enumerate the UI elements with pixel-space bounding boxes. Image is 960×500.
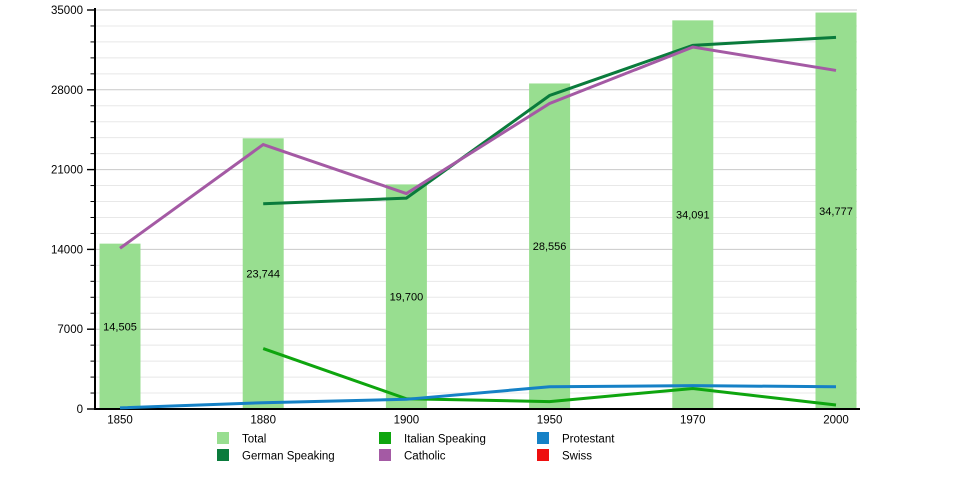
- y-axis-label-21000: 21000: [51, 165, 83, 177]
- legend-swatch-catholic: [379, 449, 391, 461]
- y-axis-label-28000: 28000: [51, 85, 83, 97]
- bar-value-label-1950: 28,556: [533, 241, 567, 253]
- x-axis-label-1850: 1850: [107, 415, 133, 427]
- y-axis-label-14000: 14000: [51, 244, 83, 256]
- bar-1970: [672, 20, 714, 409]
- legend-swatch-protestant: [537, 432, 549, 444]
- x-axis-label-1880: 1880: [250, 415, 276, 427]
- bar-value-label-1900: 19,700: [390, 292, 424, 304]
- line-catholic: [119, 45, 837, 250]
- line-german-speaking: [263, 35, 837, 206]
- legend-label-catholic: Catholic: [404, 451, 446, 463]
- legend-label-total: Total: [242, 434, 266, 446]
- bar-1900: [385, 184, 427, 409]
- bar-1950: [529, 83, 571, 409]
- line-protestant: [119, 384, 837, 410]
- legend-swatch-swiss: [537, 449, 549, 461]
- bar-1880: [242, 138, 284, 409]
- line-italian-speaking: [262, 347, 837, 407]
- legend-label-italian-speaking: Italian Speaking: [404, 434, 486, 446]
- x-axis-label-1900: 1900: [394, 415, 420, 427]
- x-axis-label-2000: 2000: [823, 415, 849, 427]
- x-axis-label-1970: 1970: [680, 415, 706, 427]
- bar-value-label-1850: 14,505: [103, 321, 137, 333]
- bar-value-label-1880: 23,744: [246, 269, 280, 281]
- x-axis-label-1950: 1950: [537, 415, 563, 427]
- y-axis-label-7000: 7000: [57, 324, 83, 336]
- legend-swatch-italian-speaking: [379, 432, 391, 444]
- bar-1850: [99, 243, 141, 409]
- y-axis-label-35000: 35000: [51, 5, 83, 17]
- bar-value-label-1970: 34,091: [676, 210, 710, 222]
- legend-swatch-total: [217, 432, 229, 444]
- bar-2000: [815, 12, 857, 409]
- y-axis-label-0: 0: [77, 404, 83, 416]
- bar-value-label-2000: 34,777: [819, 206, 853, 218]
- legend-label-protestant: Protestant: [562, 434, 615, 446]
- legend-label-german-speaking: German Speaking: [242, 451, 335, 463]
- legend-label-swiss: Swiss: [562, 451, 592, 463]
- legend-swatch-german-speaking: [217, 449, 229, 461]
